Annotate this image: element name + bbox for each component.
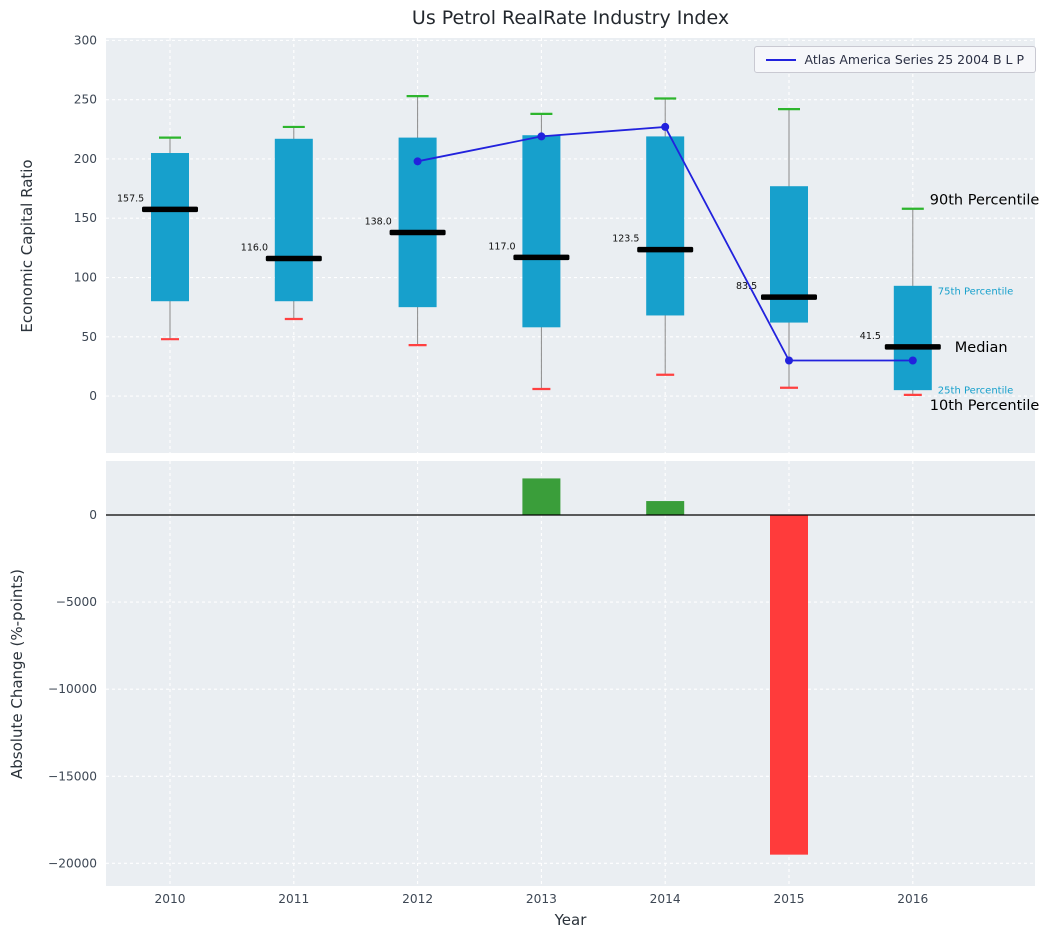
median-line-2012	[389, 229, 446, 236]
change-bar-2015	[770, 514, 808, 855]
median-value-label-2015: 83.5	[736, 281, 757, 292]
annotation-p90: 90th Percentile	[930, 193, 1040, 209]
series-marker	[661, 122, 670, 131]
annotation-p25: 25th Percentile	[938, 386, 1014, 397]
xtick-label-year: 2015	[773, 892, 804, 906]
median-value-label-2011: 116.0	[241, 243, 268, 254]
change-bar-2013	[522, 478, 561, 515]
median-line-2010	[142, 206, 198, 213]
y-axis-label-top: Economic Capital Ratio	[18, 159, 36, 333]
median-value-label-2013: 117.0	[488, 241, 515, 252]
ytick-label-bottom: −20000	[48, 856, 97, 870]
annotation-p75: 75th Percentile	[938, 286, 1014, 297]
percentile-box-2014	[646, 136, 685, 316]
median-line-2014	[637, 246, 694, 253]
x-axis-label: Year	[554, 911, 587, 929]
xtick-label-year: 2013	[526, 892, 557, 906]
legend-line-sample	[765, 58, 796, 61]
ytick-label-bottom: −5000	[56, 595, 97, 609]
ytick-label-top: 200	[74, 152, 97, 166]
ytick-label-top: 100	[74, 271, 97, 285]
median-line-2011	[265, 255, 322, 262]
ytick-label-top: 150	[74, 211, 97, 225]
chart-title: Us Petrol RealRate Industry Index	[411, 7, 730, 29]
ytick-label-top: 0	[89, 389, 97, 403]
xtick-label-year: 2012	[402, 892, 433, 906]
ytick-label-top: 250	[74, 93, 97, 107]
percentile-box-2013	[522, 135, 561, 328]
median-line-2016	[884, 344, 941, 350]
xtick-label-year: 2016	[897, 892, 928, 906]
ytick-label-bottom: −10000	[48, 682, 97, 696]
percentile-box-2011	[274, 138, 313, 302]
percentile-box-2010	[151, 153, 189, 302]
percentile-box-2016	[893, 285, 932, 391]
percentile-box-2015	[770, 186, 808, 323]
change-bar-2014	[646, 501, 685, 515]
series-marker	[413, 157, 422, 166]
median-line-2013	[513, 254, 570, 261]
median-value-label-2012: 138.0	[365, 216, 392, 227]
bottom-panel-background	[106, 461, 1035, 886]
series-marker	[537, 132, 546, 141]
top-panel-background	[106, 38, 1035, 453]
median-value-label-2010: 157.5	[117, 193, 144, 204]
median-value-label-2014: 123.5	[612, 234, 639, 245]
annotation-median: Median	[955, 340, 1008, 356]
xtick-label-year: 2014	[650, 892, 681, 906]
legend-entry-label: Atlas America Series 25 2004 B L P	[804, 52, 1025, 67]
xtick-label-year: 2011	[278, 892, 309, 906]
series-marker	[908, 356, 917, 365]
median-value-label-2016: 41.5	[860, 331, 881, 342]
y-axis-label-bottom: Absolute Change (%-points)	[8, 569, 26, 779]
percentile-box-2012	[398, 137, 437, 308]
ytick-label-bottom: 0	[89, 508, 97, 522]
legend: Atlas America Series 25 2004 B L P	[753, 46, 1036, 73]
ytick-label-top: 50	[81, 330, 97, 344]
xtick-label-year: 2010	[154, 892, 185, 906]
annotation-p10: 10th Percentile	[930, 398, 1040, 414]
series-marker	[785, 356, 793, 365]
ytick-label-bottom: −15000	[48, 769, 97, 783]
median-line-2015	[761, 294, 817, 300]
ytick-label-top: 300	[74, 33, 97, 47]
